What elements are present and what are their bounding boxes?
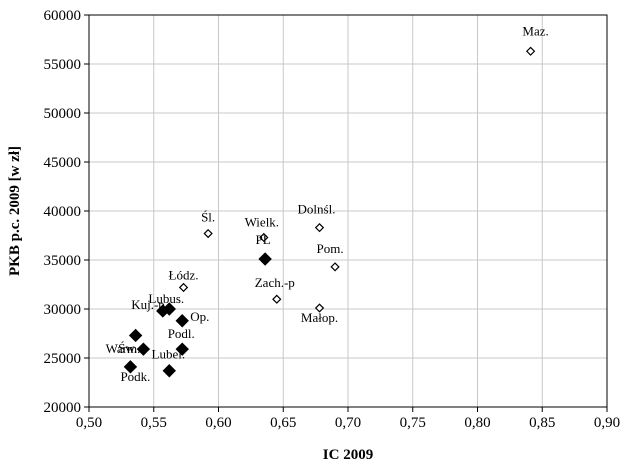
x-tick-label: 0,55 — [141, 415, 167, 431]
point-label-lubus: Lubus. — [148, 291, 184, 306]
x-tick-label: 0,65 — [270, 415, 296, 431]
y-axis-ticks: 20000 25000 30000 35000 40000 45000 50000 55000… — [44, 8, 89, 416]
point-label-pom: Pom. — [317, 241, 344, 256]
x-tick-label: 0,85 — [529, 415, 555, 431]
point-label-wielk: Wielk. — [245, 214, 280, 229]
point-pom — [330, 262, 340, 272]
point-label-maz: Maz. — [522, 23, 548, 38]
grid-lines — [89, 15, 607, 407]
point-op — [175, 314, 189, 328]
y-axis-title: PKB p.c. 2009 [w zł] — [7, 146, 23, 276]
point-małop — [314, 303, 325, 313]
point-zach-p — [272, 294, 282, 304]
point-podk — [123, 360, 138, 374]
point-label-śl: Śl. — [201, 210, 215, 225]
x-axis-ticks: 0,50 0,55 0,60 0,65 0,70 0,75 0,80 0,85 0,90 — [76, 407, 620, 431]
point-label-zach-p: Zach.-p — [255, 275, 295, 290]
data-points — [123, 46, 536, 378]
x-tick-label: 0,75 — [400, 415, 426, 431]
point-label-warm: Warm. — [106, 341, 141, 356]
y-tick-label: 35000 — [44, 253, 82, 269]
x-tick-label: 0,70 — [335, 415, 361, 431]
point-label-św: Św. — [118, 340, 137, 355]
point-label-podk: Podk. — [120, 369, 150, 384]
point-maz — [525, 46, 536, 56]
point-śl — [203, 228, 213, 239]
point-label-łódz: Łódz. — [169, 267, 199, 282]
point-warm — [136, 342, 151, 356]
point-pl — [258, 252, 272, 266]
point-label-podl: Podl. — [168, 326, 195, 341]
point-label-kuj-p: Kuj.-p — [131, 297, 165, 312]
x-tick-label: 0,60 — [205, 415, 231, 431]
point-św — [128, 328, 143, 343]
y-tick-label: 20000 — [44, 400, 82, 416]
x-axis-title: IC 2009 — [323, 447, 373, 463]
x-tick-label: 0,80 — [464, 415, 490, 431]
point-dolnśl — [314, 223, 325, 233]
y-tick-label: 30000 — [44, 302, 82, 318]
point-lubel — [162, 364, 176, 378]
point-label-pl: PL — [256, 232, 271, 247]
y-tick-label: 45000 — [44, 155, 82, 171]
y-tick-label: 50000 — [44, 106, 82, 122]
x-tick-label: 0,50 — [76, 415, 102, 431]
y-tick-label: 25000 — [44, 351, 82, 367]
y-tick-label: 40000 — [44, 204, 82, 220]
point-wielk — [259, 232, 269, 243]
x-tick-label: 0,90 — [594, 415, 620, 431]
point-podl — [175, 342, 189, 356]
data-point-labels: Maz. Dolnśl. Śl. Wielk. Pom. Łódz. Zach.-p Mało… — [106, 23, 549, 384]
point-łódz — [178, 282, 189, 293]
point-label-op: Op. — [190, 309, 209, 324]
y-tick-label: 60000 — [44, 8, 82, 24]
point-label-małop: Małop. — [301, 310, 338, 325]
point-label-lubel: Lubel. — [152, 347, 186, 362]
point-kuj-p — [156, 304, 170, 318]
y-tick-label: 55000 — [44, 57, 82, 73]
point-label-dolnśl: Dolnśl. — [298, 202, 336, 217]
